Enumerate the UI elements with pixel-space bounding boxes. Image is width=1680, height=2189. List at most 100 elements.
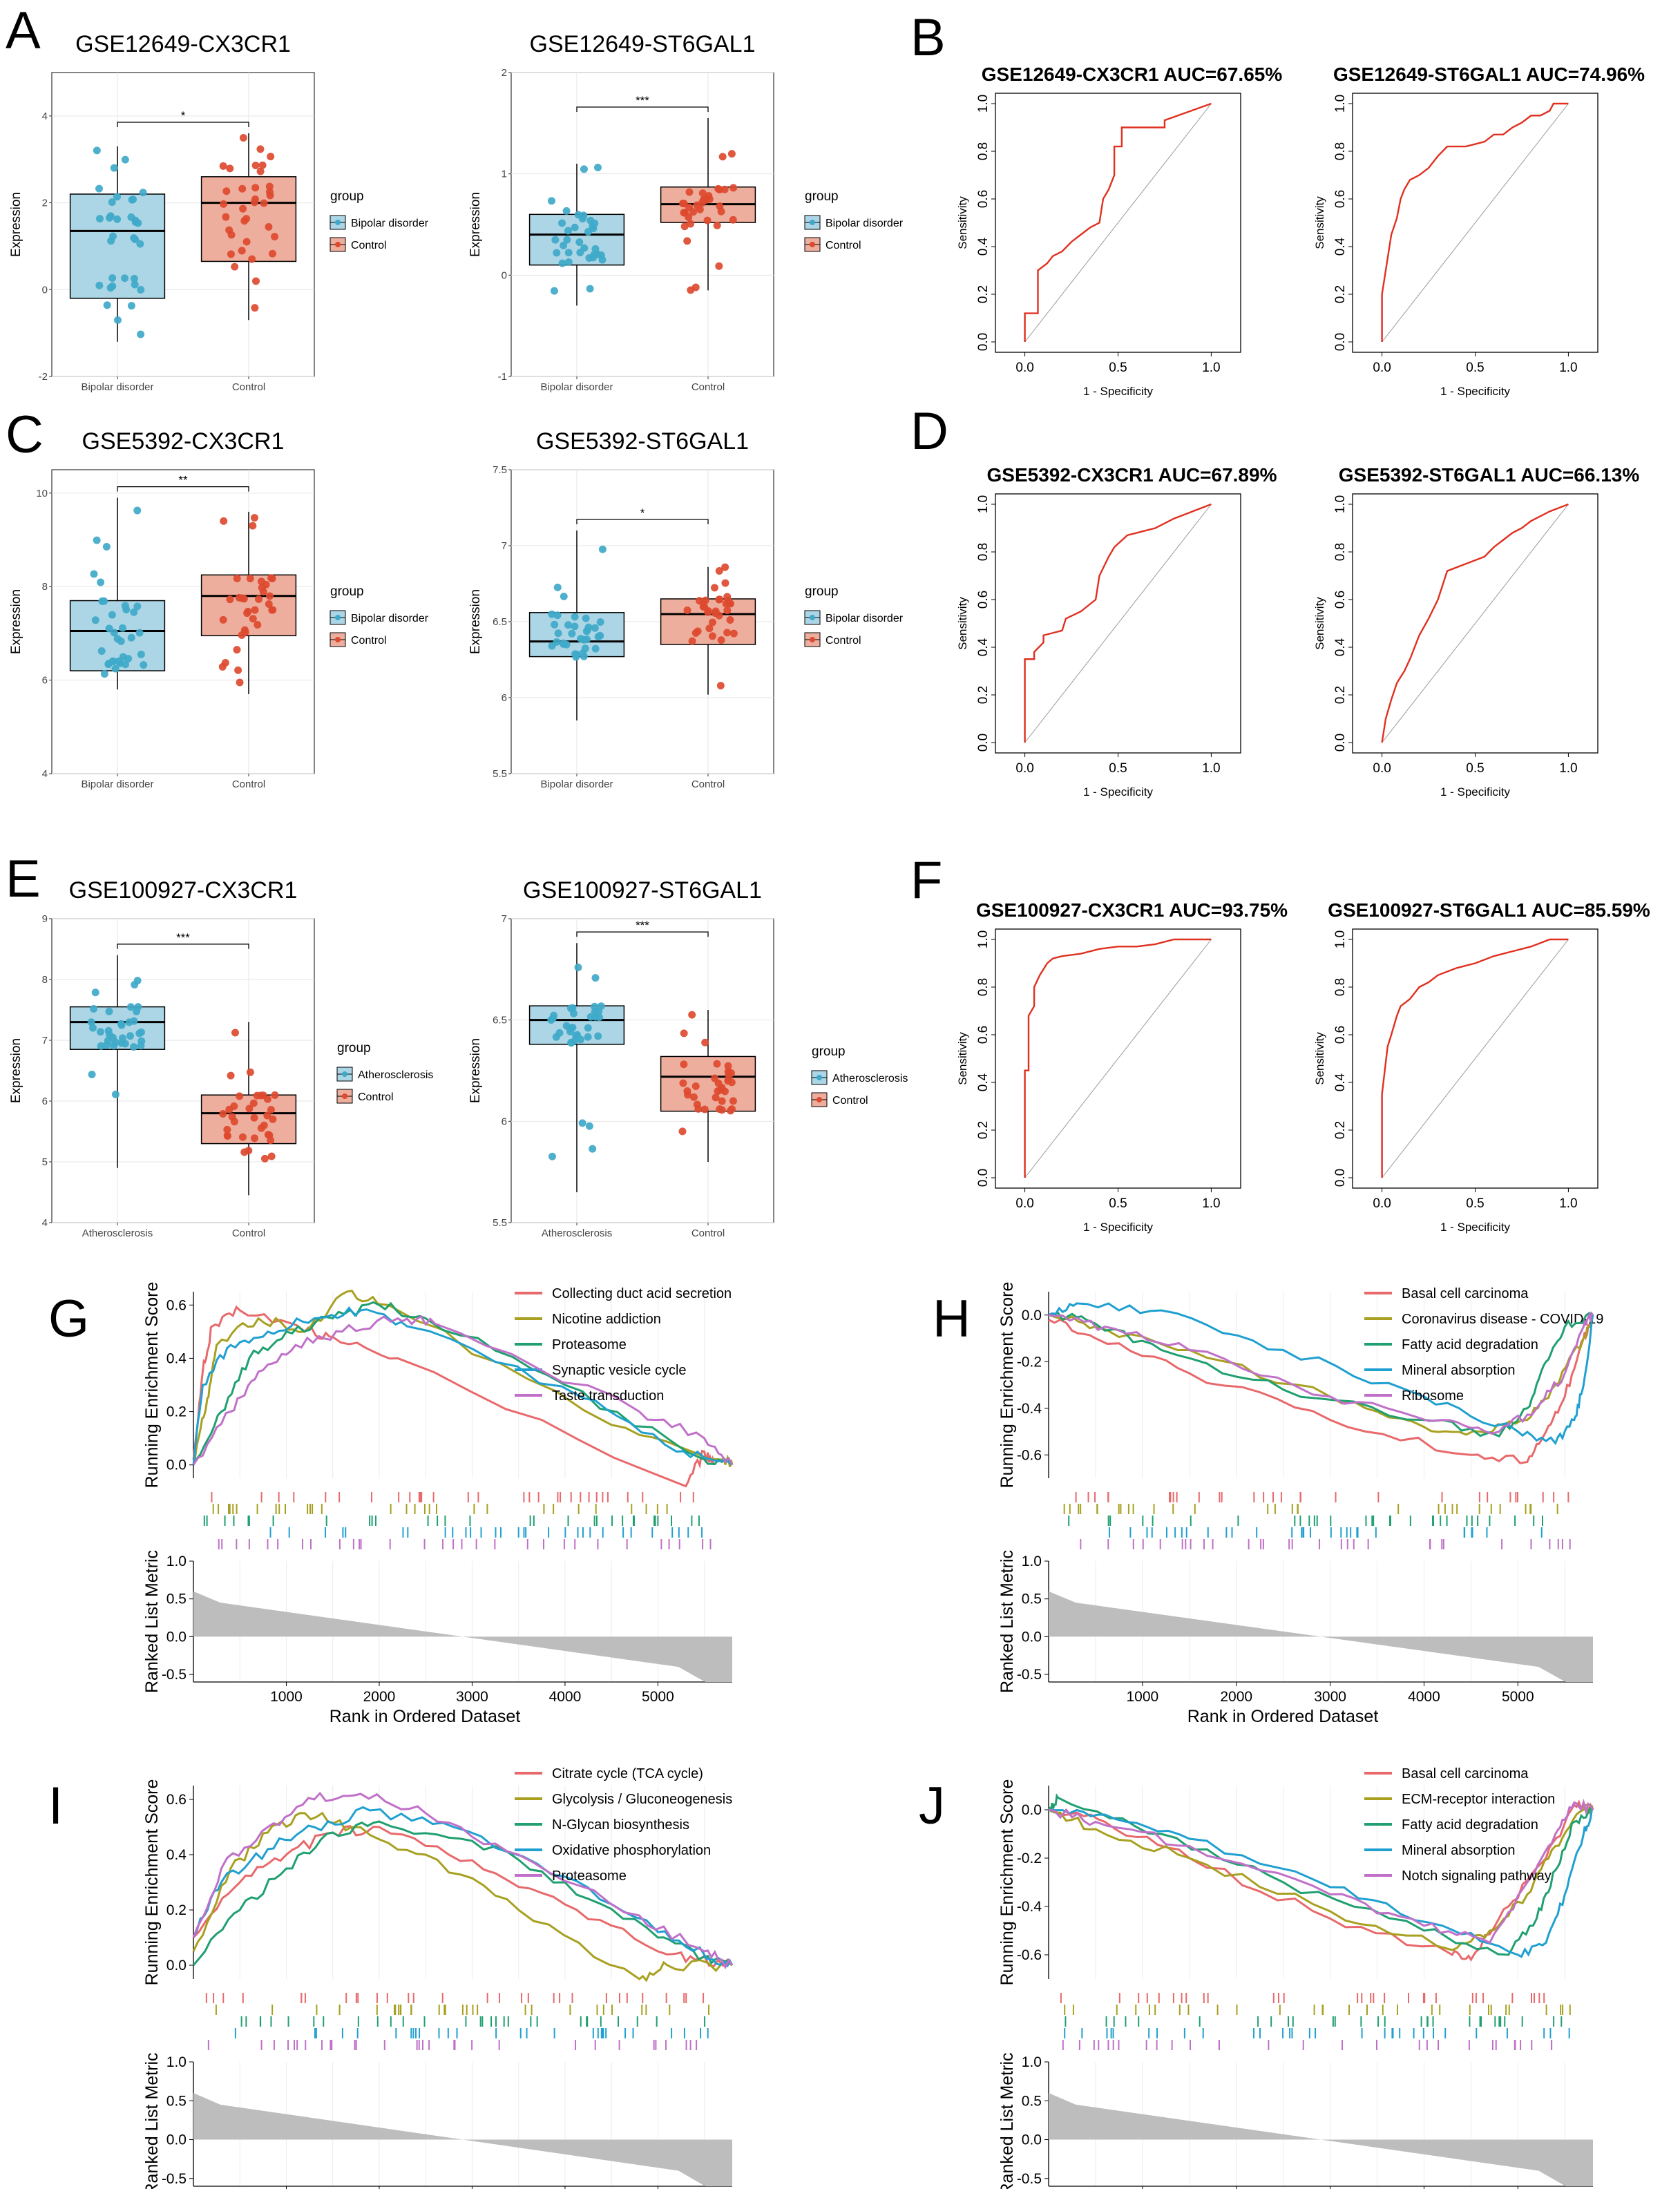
- reference-diagonal: [1024, 103, 1212, 343]
- data-point: [685, 188, 694, 196]
- data-point: [110, 164, 118, 172]
- data-point: [265, 592, 274, 600]
- roc-D-2: GSE5392-ST6GAL1 AUC=66.13% 0.0 0.5 1.0 0.0 0.…: [1313, 464, 1639, 799]
- data-point: [715, 262, 723, 270]
- data-point: [228, 1113, 236, 1121]
- legend-title: group: [330, 584, 364, 599]
- data-point: [564, 227, 572, 235]
- legend-dot: [335, 242, 341, 247]
- data-point: [553, 611, 562, 620]
- y-tick-label: 1.0: [1333, 95, 1348, 113]
- data-point: [709, 618, 717, 627]
- roc-D-1: GSE5392-CX3CR1 AUC=67.89% 0.0 0.5 1.0 0.0 0.2…: [956, 464, 1277, 799]
- data-point: [269, 1115, 277, 1123]
- data-point: [683, 606, 691, 614]
- data-point: [226, 595, 234, 604]
- y-tick-label: 0.8: [976, 978, 991, 996]
- x-tick-label: 0.0: [1015, 361, 1033, 375]
- legend-label: Atherosclerosis: [358, 1069, 433, 1081]
- y-axis-label: Expression: [9, 589, 23, 654]
- rank-y-tick-label: 0.0: [166, 1629, 187, 1645]
- data-point: [551, 620, 559, 629]
- data-point: [137, 286, 145, 294]
- y-tick-label: 6: [42, 1096, 48, 1107]
- y-tick-label: 4: [42, 768, 48, 780]
- data-point: [551, 236, 560, 244]
- data-point: [724, 1062, 732, 1070]
- es-line: [192, 1315, 734, 1466]
- box-iqr: [660, 1055, 756, 1112]
- data-point: [105, 1031, 113, 1039]
- y-tick-label: 0.0: [1333, 333, 1348, 351]
- data-point: [586, 216, 595, 224]
- data-point: [231, 262, 239, 271]
- data-point: [105, 624, 113, 633]
- significance-bracket: [576, 106, 709, 112]
- legend-label: Synaptic vesicle cycle: [552, 1363, 687, 1378]
- plot-title: GSE100927-CX3CR1: [69, 877, 298, 904]
- data-point: [548, 1152, 556, 1160]
- es-line: [1048, 1799, 1594, 1962]
- data-point: [725, 600, 734, 608]
- data-point: [100, 670, 108, 678]
- es-y-tick-label: 0.0: [166, 1958, 187, 1973]
- data-point: [721, 563, 729, 571]
- data-point: [576, 249, 584, 257]
- es-y-tick-label: 0.2: [166, 1404, 187, 1420]
- data-point: [250, 198, 258, 207]
- plot-title: GSE100927-ST6GAL1: [523, 877, 762, 904]
- data-point: [220, 517, 228, 525]
- data-point: [220, 200, 228, 208]
- es-y-tick-label: 0.4: [166, 1847, 187, 1863]
- x-tick-label: 1.0: [1559, 761, 1577, 776]
- roc-curve: [1381, 503, 1569, 743]
- y-tick-label: 7: [42, 1035, 48, 1046]
- data-point: [554, 629, 562, 638]
- data-point: [137, 1028, 145, 1036]
- data-point: [680, 1060, 688, 1069]
- y-tick-label: 0.2: [976, 285, 991, 303]
- data-point: [105, 213, 113, 222]
- data-point: [679, 1079, 687, 1087]
- y-tick-label: 0.4: [1333, 237, 1348, 256]
- y-tick-label: 0.4: [976, 1073, 991, 1091]
- data-point: [236, 1092, 244, 1100]
- data-point: [723, 629, 732, 637]
- data-point: [685, 203, 694, 211]
- data-point: [564, 621, 573, 629]
- es-line: [1048, 1311, 1594, 1435]
- y-tick-label: 0.0: [976, 333, 991, 351]
- plot-title: GSE5392-CX3CR1: [82, 428, 285, 455]
- es-line: [192, 1305, 715, 1488]
- rank-y-axis-label: Ranked List Metric: [998, 2052, 1017, 2189]
- data-point: [694, 1105, 703, 1113]
- data-point: [726, 1107, 734, 1115]
- data-point: [127, 633, 135, 642]
- significance-bracket: [576, 519, 709, 524]
- data-point: [250, 514, 258, 522]
- es-line: [192, 1806, 734, 1968]
- data-point: [139, 189, 147, 197]
- rank-y-tick-label: 1.0: [1022, 2054, 1042, 2070]
- legend-label: Collecting duct acid secretion: [552, 1286, 732, 1301]
- y-tick-label: 0.0: [976, 1169, 991, 1187]
- data-point: [265, 222, 273, 231]
- data-point: [589, 1145, 597, 1153]
- x-tick-label: 1000: [1127, 1689, 1159, 1705]
- data-point: [236, 678, 244, 687]
- data-point: [575, 238, 584, 247]
- roc-title: GSE5392-CX3CR1 AUC=67.89%: [987, 464, 1277, 486]
- data-point: [251, 304, 259, 312]
- legend-label: Proteasome: [552, 1337, 627, 1352]
- data-point: [248, 255, 256, 263]
- data-point: [230, 1102, 238, 1110]
- x-tick-label: 1.0: [1202, 1196, 1220, 1211]
- y-tick-label: 0.0: [976, 734, 991, 752]
- reference-diagonal: [1382, 504, 1569, 743]
- box-iqr: [200, 574, 297, 637]
- x-axis-label: 1 - Specificity: [1083, 1221, 1154, 1234]
- data-point: [259, 1091, 267, 1100]
- data-point: [268, 575, 276, 583]
- data-point: [573, 1031, 581, 1039]
- data-point: [219, 1109, 227, 1118]
